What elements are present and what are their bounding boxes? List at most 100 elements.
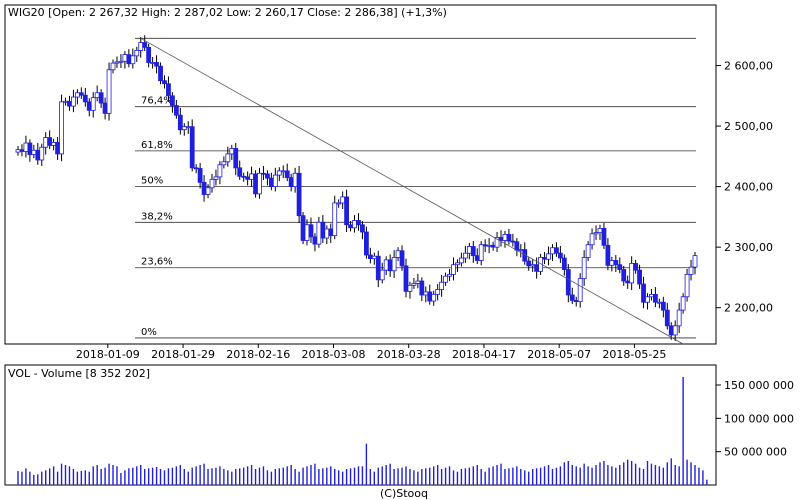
x-tick-label: 2018-04-17 [452,348,516,361]
fibonacci-level-label: 38,2% [141,211,173,222]
candle [391,250,397,279]
candle [593,225,599,240]
candle [284,163,290,182]
candle [308,217,314,243]
candle [407,281,413,299]
candle [470,241,476,263]
volume-bars [17,377,708,485]
candle [225,146,231,167]
candle [205,184,211,199]
candle [447,268,452,282]
candle [451,257,456,281]
candle [162,75,167,89]
y-tick-label: 2 400,00 [724,181,773,194]
candle [98,89,104,108]
candle [356,213,361,231]
candle [526,257,532,271]
candle [585,241,591,262]
candle [344,189,350,233]
candle [653,287,658,308]
fibonacci-level-label: 0% [141,327,157,338]
x-tick-label: 2018-03-28 [377,348,441,361]
candle [27,139,33,162]
candle [265,170,270,186]
candle [443,272,448,286]
candle [375,250,381,288]
copyright-footer: (C)Stooq [380,487,428,500]
candle [257,167,262,199]
candle [213,169,219,186]
x-tick-label: 2018-05-25 [602,348,666,361]
candle [197,162,203,189]
candle [158,62,163,85]
candle [217,161,223,185]
candle [411,278,417,289]
candle [379,262,385,284]
candle [633,259,639,274]
y-tick-label: 2 500,00 [724,120,773,133]
volume-y-axis: 50 000 000 100 000 000 150 000 000 [716,379,794,459]
candle [431,290,437,306]
candle [403,258,409,298]
candle [459,252,464,267]
fibonacci-level-label: 76,4% [141,96,173,107]
candle [177,107,183,135]
candle [455,259,460,272]
candle [546,246,551,266]
candle [146,43,152,68]
candle [522,242,528,265]
candle [557,245,563,263]
candle [130,48,136,69]
candle [660,296,666,318]
y-tick-label: 2 600,00 [724,60,773,73]
candle [233,143,239,176]
candle [419,277,425,302]
volume-y-tick-label: 100 000 000 [724,412,794,425]
candle [645,293,650,310]
fibonacci-level-label: 23,6% [141,257,173,268]
candle [664,302,670,330]
candle [360,221,365,240]
candle [332,195,338,240]
candle [336,199,342,208]
x-tick-label: 2018-03-08 [302,348,366,361]
candle [439,274,445,297]
volume-y-tick-label: 50 000 000 [724,446,787,459]
candle [221,156,227,169]
candle [680,293,686,314]
candle [629,256,635,291]
candle [154,55,159,74]
fibonacci-level-label: 50% [141,176,163,187]
candle [90,92,96,118]
candle [363,226,369,259]
candle [641,276,646,309]
candle [554,242,559,257]
candle [170,92,175,113]
volume-panel-frame [4,364,717,486]
x-tick-label: 2018-05-07 [527,348,591,361]
candle [601,222,607,249]
candle [166,76,171,102]
candle [494,232,500,252]
x-axis: 2018-01-09 2018-01-29 2018-02-16 2018-03-08… [76,344,666,361]
candle [237,160,243,180]
candle [71,89,76,113]
candle [276,167,282,182]
candle [300,212,306,245]
candle [272,167,278,192]
x-tick-label: 2018-01-09 [76,348,140,361]
candle [189,119,195,172]
candle [581,250,587,286]
candle [462,245,468,263]
candle [78,87,84,99]
candle [435,284,441,301]
candle [173,100,179,119]
candle [478,241,484,266]
volume-chart-title: VOL - Volume [8 352 202] [8,367,150,380]
candle [506,228,512,245]
candle [39,143,45,167]
candle [561,254,567,276]
candle [296,166,302,223]
fibonacci-levels: 76,4% 61,8% 50% 38,2% 23,6% 0% [135,37,696,339]
